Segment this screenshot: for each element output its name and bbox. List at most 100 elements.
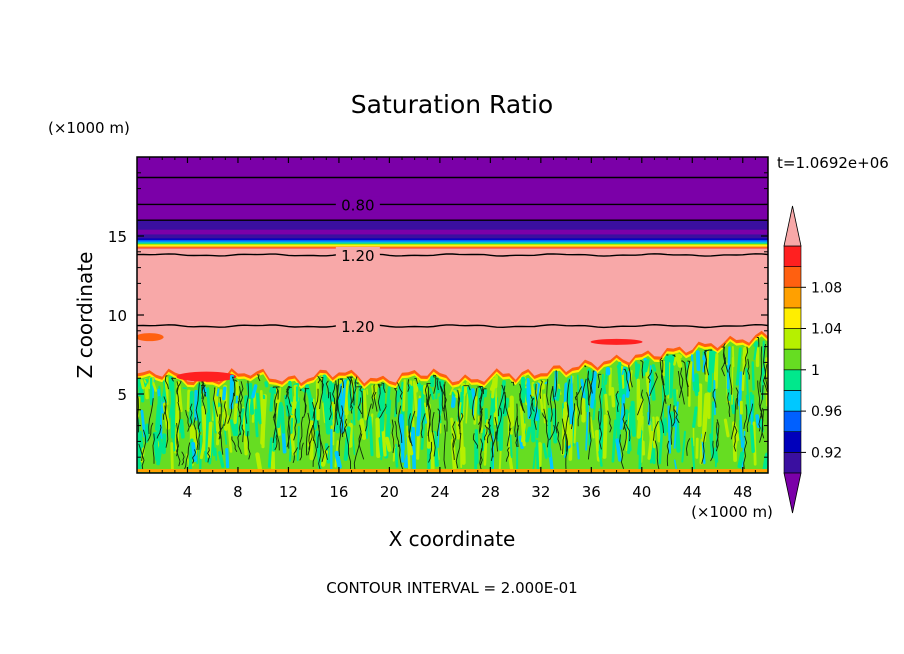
turbulence-streak [690, 437, 696, 473]
contour-squiggle [325, 380, 330, 399]
turbulence-streak [323, 376, 326, 398]
contour-squiggle [715, 419, 720, 452]
contour-squiggle [443, 381, 446, 421]
turbulence-streak [585, 378, 589, 413]
turbulence-streak [296, 425, 300, 462]
contour-squiggle [490, 431, 497, 462]
colorbar-segment [783, 266, 802, 288]
contour-squiggle [598, 411, 603, 450]
contour-line [137, 253, 768, 257]
turbulence-streak [518, 435, 524, 450]
contour-squiggle [426, 398, 431, 442]
contour-squiggle [355, 382, 359, 385]
turbulence-streak [466, 386, 474, 410]
contour-squiggle [574, 386, 583, 401]
contour-squiggle [539, 380, 543, 399]
turbulence-streak [608, 367, 612, 396]
y-tick-label: 5 [117, 386, 127, 404]
contour-squiggle [337, 378, 341, 420]
y-axis: 5 10 15 [108, 172, 768, 458]
contour-squiggle [238, 386, 242, 418]
contour-squiggle [312, 388, 319, 419]
turbulence-streak [655, 416, 661, 443]
turbulence-streak [465, 393, 469, 424]
contour-squiggle [506, 427, 512, 447]
turbulence-streak [753, 344, 758, 361]
contour-squiggle [381, 382, 386, 394]
turbulence-streak [697, 383, 703, 428]
turbulence-streak [238, 408, 245, 436]
turbulence-streak [144, 379, 147, 384]
turbulence-streak [713, 379, 716, 416]
contour-squiggle [408, 410, 416, 443]
contour-squiggle [408, 413, 413, 447]
x-tick-label: 28 [481, 483, 500, 501]
turbulence-streak [177, 381, 183, 413]
turbulence-streak [241, 406, 248, 456]
x-tick-label: 24 [430, 483, 449, 501]
turbulence-streak [542, 443, 548, 459]
colorbar-tick-label: 0.96 [811, 404, 842, 420]
turbulence-streak [335, 399, 342, 434]
colorbar: 0.92 0.96 1 1.04 1.08 [783, 205, 842, 514]
contour-squiggle [349, 376, 355, 406]
turbulence-streak [668, 355, 673, 362]
x-tick-label: 20 [380, 483, 399, 501]
contour-squiggle [275, 386, 280, 400]
contour-squiggle [164, 375, 169, 390]
contour-label: 1.20 [341, 247, 374, 265]
contour-squiggle [231, 376, 236, 397]
turbulence-streak [189, 390, 194, 424]
x-axis-label: X coordinate [389, 527, 516, 551]
turbulence-streak [201, 405, 208, 452]
contour-squiggle [685, 360, 691, 397]
red-patch [176, 371, 237, 382]
turbulence-streak [334, 450, 342, 469]
turbulence-streak [352, 402, 356, 426]
turbulence-streak [411, 426, 417, 473]
turbulence-streak [525, 426, 532, 443]
contour-squiggle [723, 343, 729, 373]
contour-squiggle [394, 420, 400, 447]
turbulence-streak [417, 382, 424, 392]
contour-squiggle [152, 433, 155, 464]
turbulence-streak [229, 374, 235, 410]
contour-squiggle [237, 400, 242, 435]
contour-squiggle [712, 388, 717, 408]
turbulence-streak [604, 393, 609, 415]
contour-squiggle [393, 388, 397, 415]
colorbar-tick-label: 1 [811, 363, 820, 379]
contour-squiggle [479, 448, 483, 473]
colorbar-segment [783, 307, 802, 329]
x-tick-label: 12 [279, 483, 298, 501]
turbulence-streak [751, 361, 755, 391]
turbulence-streak [749, 424, 755, 453]
turbulence-streak [570, 375, 574, 399]
contour-squiggle [311, 401, 316, 441]
contour-squiggle [201, 381, 205, 394]
contour-squiggle [227, 392, 235, 424]
turbulence-streak [397, 385, 401, 403]
turbulence-streak [269, 386, 275, 412]
turbulence-streak [375, 417, 381, 459]
contour-squiggle [458, 412, 464, 429]
x-tick-label: 36 [582, 483, 601, 501]
transition-band [137, 241, 768, 243]
contour-squiggle [484, 424, 488, 441]
contour-squiggle [338, 419, 342, 457]
turbulence-streak [392, 447, 396, 462]
turbulence-streak [586, 368, 594, 381]
contour-squiggle [218, 424, 224, 439]
turbulence-streak [663, 418, 667, 436]
x-tick-label: 8 [233, 483, 243, 501]
contour-squiggle [570, 403, 576, 430]
contour-squiggle [666, 440, 670, 467]
upper-band [137, 220, 768, 230]
contour-squiggle [760, 407, 765, 439]
contour-squiggle [455, 433, 462, 469]
x-tick-label: 40 [632, 483, 651, 501]
turbulence-streak [508, 407, 513, 435]
turbulence-streak [752, 421, 757, 466]
turbulence-streak [519, 405, 526, 447]
turbulence-streak [179, 418, 185, 439]
